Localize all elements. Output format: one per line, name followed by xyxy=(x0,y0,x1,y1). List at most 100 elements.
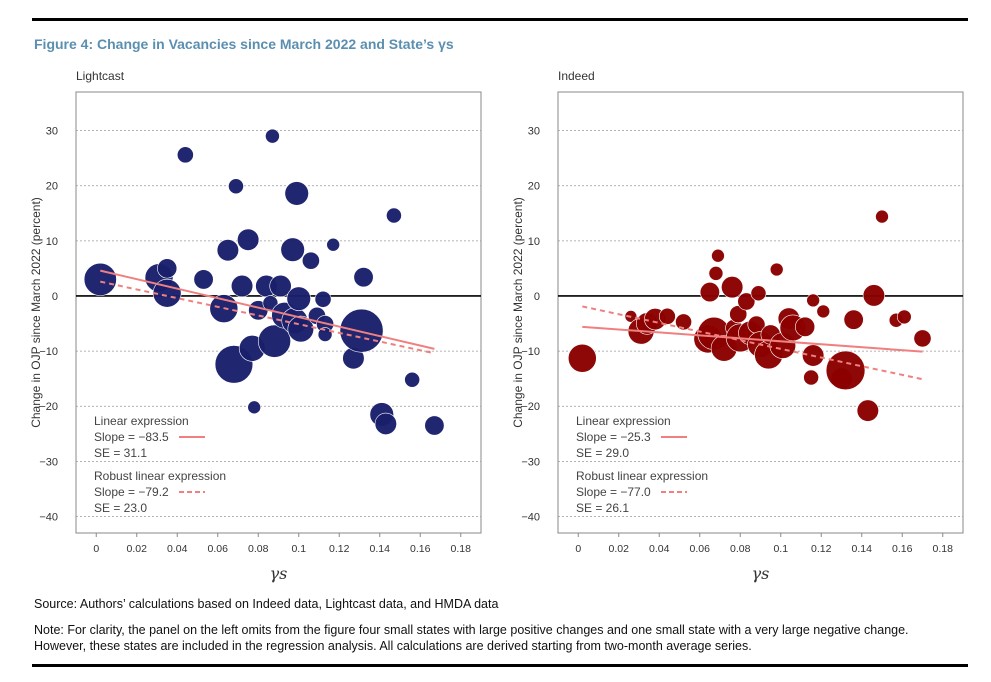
data-point xyxy=(216,239,239,262)
figure-title: Figure 4: Change in Vacancies since Marc… xyxy=(34,36,454,52)
robust-fit-line xyxy=(582,305,923,381)
x-tick-label: 0.16 xyxy=(892,543,913,555)
y-tick-label: −20 xyxy=(39,401,58,413)
linear-legend-label: Linear expression xyxy=(576,414,671,428)
y-tick-label: 30 xyxy=(528,126,540,138)
linear-se-text: SE = 31.1 xyxy=(94,446,147,460)
data-point xyxy=(176,146,194,164)
data-point xyxy=(280,237,305,262)
x-axis-label: γs xyxy=(270,564,288,583)
y-tick-label: 0 xyxy=(534,291,540,303)
linear-slope-text: Slope = −25.3 xyxy=(576,430,651,444)
data-point xyxy=(816,304,831,319)
data-point xyxy=(157,258,178,279)
data-point xyxy=(404,371,421,388)
x-axis-label: γs xyxy=(752,564,770,583)
charts-svg: Lightcast 30 20 10 0 −10 −20 −30 −40 0 0.02 0.04 0.0… xyxy=(29,69,964,583)
data-point xyxy=(795,316,816,337)
x-tick-label: 0.14 xyxy=(370,543,391,555)
data-point xyxy=(83,262,117,296)
data-point xyxy=(257,324,291,358)
x-tick-label: 0.1 xyxy=(291,543,306,555)
data-point xyxy=(237,228,260,251)
robust-se-text: SE = 23.0 xyxy=(94,501,147,515)
y-tick-label: −20 xyxy=(521,401,540,413)
data-point xyxy=(658,307,676,325)
y-tick-label: 20 xyxy=(528,181,540,193)
y-tick-label: 30 xyxy=(46,126,58,138)
x-tick-label: 0.1 xyxy=(773,543,788,555)
data-point xyxy=(286,286,311,311)
x-tick-label: 0.12 xyxy=(811,543,832,555)
linear-se-text: SE = 29.0 xyxy=(576,446,629,460)
x-tick-label: 0.08 xyxy=(730,543,751,555)
robust-legend-label: Robust linear expression xyxy=(94,469,226,483)
x-tick-label: 0.16 xyxy=(410,543,431,555)
data-point xyxy=(374,412,397,435)
y-axis-label: Change in OJP since March 2022 (percent) xyxy=(29,197,43,428)
x-tick-label: 0.02 xyxy=(609,543,630,555)
panel-indeed: Indeed 30 20 10 0 −10 −20 −30 −40 0 0.02 0.04 0.06 0.… xyxy=(511,69,964,583)
y-tick-label: −10 xyxy=(521,346,540,358)
robust-legend-label: Robust linear expression xyxy=(576,469,708,483)
data-point xyxy=(247,400,261,415)
data-point xyxy=(301,251,320,270)
data-point xyxy=(856,399,879,422)
x-tick-label: 0.18 xyxy=(451,543,472,555)
data-point xyxy=(711,248,725,263)
data-point xyxy=(896,309,912,325)
data-point xyxy=(803,369,819,386)
linear-fit-line xyxy=(100,269,435,350)
data-point xyxy=(326,237,340,252)
y-tick-label: 0 xyxy=(52,291,58,303)
source-note: Source: Authors’ calculations based on I… xyxy=(34,597,499,611)
data-point xyxy=(843,309,864,330)
x-tick-label: 0 xyxy=(93,543,99,555)
data-point xyxy=(737,292,756,311)
x-tick-label: 0.06 xyxy=(690,543,711,555)
linear-legend-label: Linear expression xyxy=(94,414,189,428)
x-tick-label: 0.12 xyxy=(329,543,350,555)
y-tick-label: −30 xyxy=(39,456,58,468)
x-tick-label: 0.04 xyxy=(649,543,670,555)
top-rule xyxy=(32,18,968,21)
data-point xyxy=(386,207,402,224)
x-tick-label: 0.18 xyxy=(933,543,954,555)
figure-title-text: Figure 4: Change in Vacancies since Marc… xyxy=(34,36,454,52)
footnote: Note: For clarity, the panel on the left… xyxy=(34,623,909,653)
data-point xyxy=(228,178,244,195)
data-point xyxy=(567,343,597,373)
panel-title: Indeed xyxy=(558,69,595,83)
x-tick-label: 0 xyxy=(575,543,581,555)
robust-se-text: SE = 26.1 xyxy=(576,501,629,515)
y-tick-label: −40 xyxy=(39,511,58,523)
panel-lightcast: Lightcast 30 20 10 0 −10 −20 −30 −40 0 0.02 0.04 0.0… xyxy=(29,69,482,583)
data-point xyxy=(265,128,280,144)
data-point xyxy=(675,313,692,331)
linear-slope-text: Slope = −83.5 xyxy=(94,430,169,444)
data-point xyxy=(230,274,254,298)
data-point xyxy=(769,262,784,277)
y-tick-label: 20 xyxy=(46,181,58,193)
y-tick-label: −10 xyxy=(39,346,58,358)
data-point xyxy=(339,308,384,353)
linear-fit-line xyxy=(582,325,923,353)
data-point xyxy=(269,274,292,298)
robust-fit-line xyxy=(100,280,435,355)
robust-slope-text: Slope = −79.2 xyxy=(94,485,169,499)
data-point xyxy=(729,305,748,324)
x-tick-label: 0.08 xyxy=(248,543,269,555)
data-point xyxy=(284,181,309,206)
y-tick-label: 10 xyxy=(46,236,58,248)
plot-frame xyxy=(557,91,964,534)
data-point xyxy=(825,350,866,391)
data-point xyxy=(193,269,214,290)
panel-title: Lightcast xyxy=(76,69,125,83)
y-axis-label: Change in OJP since March 2022 (percent) xyxy=(511,197,525,428)
bottom-rule xyxy=(32,664,968,667)
data-point xyxy=(353,267,374,288)
data-point xyxy=(875,209,889,224)
data-point xyxy=(806,293,820,308)
x-tick-label: 0.14 xyxy=(852,543,873,555)
data-point xyxy=(708,266,724,281)
